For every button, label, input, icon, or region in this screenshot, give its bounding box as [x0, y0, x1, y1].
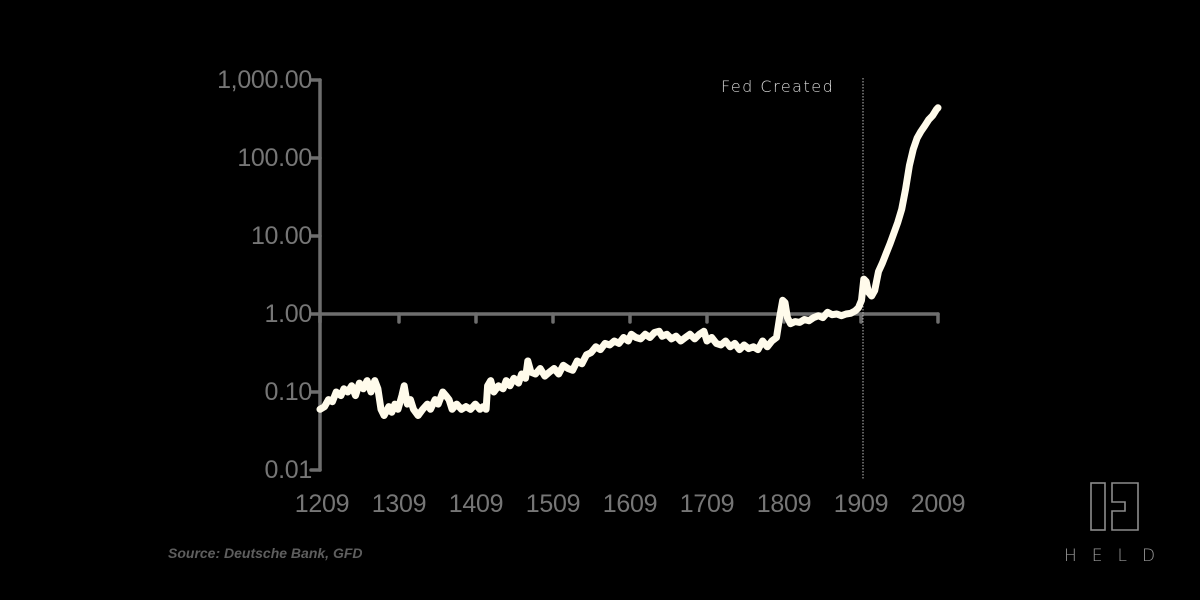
held-logo-text: HELD: [1064, 546, 1171, 566]
y-tick-label: 1.00: [264, 300, 313, 328]
held-logo-mark: [1090, 482, 1139, 531]
x-tick-label: 1809: [756, 490, 812, 518]
x-tick-label: 1909: [833, 490, 889, 518]
x-tick-label: 1309: [371, 490, 427, 518]
y-tick-label: 0.01: [264, 456, 313, 484]
y-tick-label: 0.10: [264, 378, 313, 406]
x-tick-label: 1209: [294, 490, 350, 518]
y-tick-label: 100.00: [237, 144, 312, 172]
data-series-line: [316, 104, 942, 419]
y-tick-label: 10.00: [250, 222, 312, 250]
x-tick-label: 1409: [448, 490, 504, 518]
x-tick-label: 1509: [525, 490, 581, 518]
y-axis: [309, 78, 322, 472]
x-tick-label: 1609: [602, 490, 658, 518]
fed-created-annotation: Fed Created: [721, 77, 835, 96]
x-tick-label: 2009: [910, 490, 966, 518]
source-caption: Source: Deutsche Bank, GFD: [168, 545, 363, 561]
x-tick-label: 1709: [679, 490, 735, 518]
y-tick-label: 1,000.00: [217, 66, 312, 94]
